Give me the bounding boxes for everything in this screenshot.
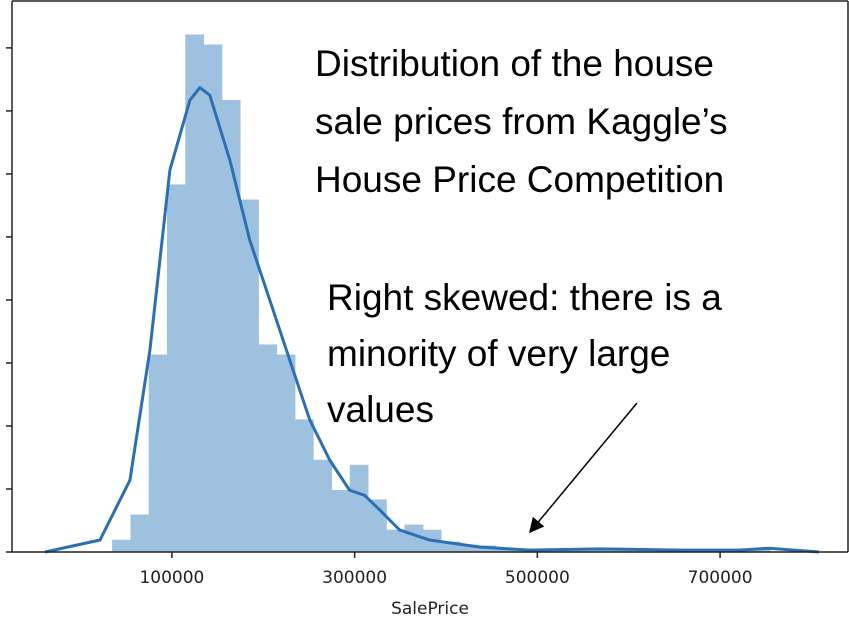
annotation-text: sale prices from Kaggle’s	[315, 101, 728, 142]
x-axis-label: SalePrice	[391, 599, 469, 619]
x-tick-label: 300000	[322, 568, 387, 588]
bar	[148, 354, 168, 553]
annotation-text: Distribution of the house	[315, 43, 714, 84]
bar	[130, 514, 150, 553]
bar	[386, 529, 406, 553]
bar	[166, 184, 186, 553]
annotation-text: Right skewed: there is a	[327, 277, 722, 318]
bar	[203, 44, 223, 553]
annotation-arrow	[529, 402, 638, 534]
kde-line	[44, 86, 820, 554]
annotation-text: House Price Competition	[315, 159, 724, 200]
bar	[276, 354, 296, 553]
bar	[349, 464, 369, 553]
bar	[294, 419, 314, 553]
x-tick-label: 500000	[505, 568, 570, 588]
annotation-text: minority of very large	[327, 333, 670, 374]
x-tick-label: 700000	[688, 568, 753, 588]
bar	[258, 344, 278, 553]
bar	[185, 34, 205, 553]
annotation-text: values	[327, 389, 434, 430]
bar	[313, 459, 332, 553]
x-tick-label: 100000	[139, 568, 204, 588]
bar	[240, 199, 259, 553]
bar	[112, 539, 131, 553]
bar	[331, 489, 351, 553]
